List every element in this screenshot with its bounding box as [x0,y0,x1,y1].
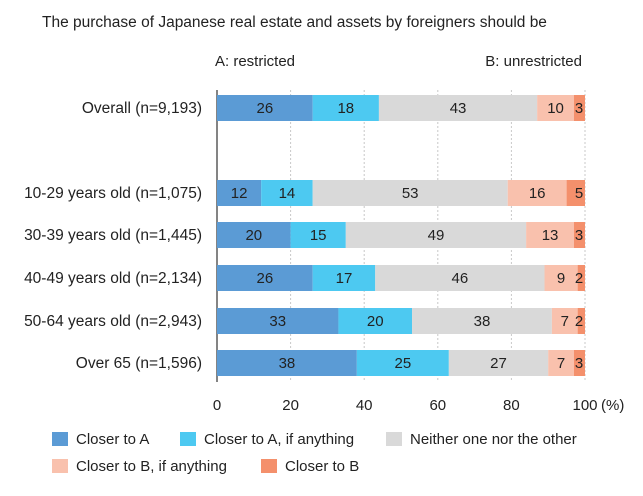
data-label: 26 [256,270,273,287]
data-label: 13 [542,227,559,244]
data-label: 3 [575,355,583,372]
bar-segment [412,308,552,334]
data-label: 27 [490,355,507,372]
category-label: Overall (n=9,193) [82,100,202,117]
bar-segment [217,95,313,121]
bar-segment [261,180,313,206]
x-tick-label: 60 [429,397,446,414]
category-label: 10-29 years old (n=1,075) [24,185,202,202]
chart-title: The purchase of Japanese real estate and… [42,14,547,31]
end-label-a: A: restricted [215,53,295,70]
bar-segment [356,350,449,376]
data-label: 17 [336,270,353,287]
legend: Closer to A Closer to A, if anything Neith… [52,431,577,475]
data-label: 20 [245,227,262,244]
data-label: 20 [367,313,384,330]
data-label: 18 [337,100,354,117]
data-label: 5 [575,185,583,202]
category-label: 30-39 years old (n=1,445) [24,227,202,244]
legend-label: Closer to B [285,458,359,475]
legend-label: Closer to B, if anything [76,458,227,475]
data-label: 12 [231,185,248,202]
bar-segment [507,180,567,206]
bar-segment [217,308,339,334]
data-label: 3 [575,100,583,117]
bar-segment [526,222,574,248]
legend-label: Closer to A [76,431,149,448]
bar-segment [566,180,585,206]
legend-label: Neither one nor the other [410,431,577,448]
end-label-b: B: unrestricted [485,53,582,70]
data-label: 26 [256,100,273,117]
x-tick-label: 40 [356,397,373,414]
category-label: Over 65 (n=1,596) [76,355,202,372]
data-label: 38 [279,355,296,372]
x-tick-label: 0 [213,397,221,414]
data-label: 38 [474,313,491,330]
bar-segment [448,350,549,376]
legend-swatch [52,432,68,446]
bar-segment [551,308,578,334]
bar-segment [338,308,413,334]
bar-segment [217,265,313,291]
bar-segment [577,308,585,334]
legend-swatch [386,432,402,446]
x-tick-label: 80 [503,397,520,414]
bar-segment [345,222,527,248]
data-label: 53 [402,185,419,202]
data-label: 7 [561,313,569,330]
bar-segment [312,180,508,206]
data-label: 43 [450,100,467,117]
data-label: 14 [279,185,296,202]
bar-segment [573,95,585,121]
x-unit-label: (%) [601,397,624,414]
bar-segment [378,95,538,121]
bar-segment [573,350,585,376]
x-tick-label: 20 [282,397,299,414]
category-label: 40-49 years old (n=2,134) [24,270,202,287]
legend-swatch [52,459,68,473]
bar-segment [577,265,585,291]
data-label: 2 [575,313,583,330]
x-tick-label: 100 [572,397,597,414]
data-label: 9 [557,270,565,287]
bar-segment [217,222,291,248]
data-label: 7 [557,355,565,372]
category-labels: Overall (n=9,193) 10-29 years old (n=1,07… [24,100,202,372]
data-label: 15 [310,227,327,244]
data-label: 10 [547,100,564,117]
category-label: 50-64 years old (n=2,943) [24,313,202,330]
data-label: 3 [575,227,583,244]
bar-segment [290,222,346,248]
data-label: 46 [452,270,469,287]
data-label: 33 [269,313,286,330]
legend-swatch [180,432,196,446]
data-label: 16 [529,185,546,202]
bar-segment [548,350,574,376]
bar-segment [217,180,262,206]
bar-segment [312,95,379,121]
legend-swatch [261,459,277,473]
x-axis: 0 20 40 60 80 100 (%) [213,397,625,414]
data-label: 49 [428,227,445,244]
bars: 26 18 43 10 312 14 53 16 520 15 49 13 326 17 46 9 233 20 3… [217,95,585,376]
data-label: 2 [575,270,583,287]
bar-segment [573,222,585,248]
data-label: 25 [394,355,411,372]
bar-segment [312,265,376,291]
bar-segment [537,95,574,121]
bar-segment [375,265,545,291]
legend-label: Closer to A, if anything [204,431,354,448]
bar-segment [217,350,357,376]
bar-segment [544,265,578,291]
